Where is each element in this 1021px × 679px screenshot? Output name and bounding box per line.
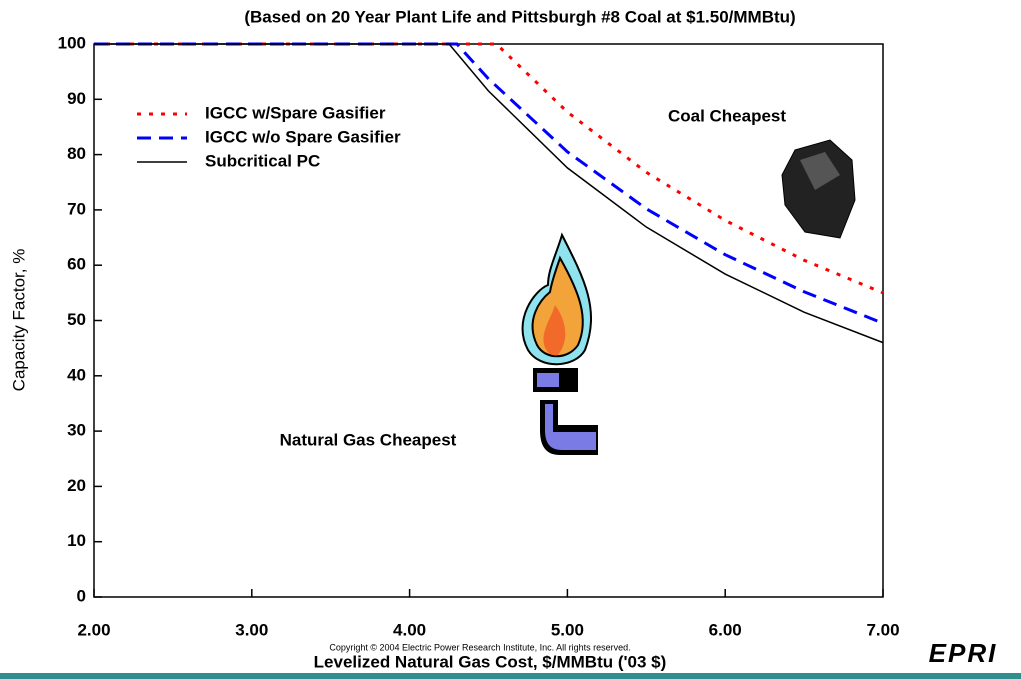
flame-icon <box>523 235 598 455</box>
copyright: Copyright © 2004 Electric Power Research… <box>329 642 630 652</box>
x-tick-label: 5.00 <box>551 620 584 639</box>
y-tick-label: 0 <box>77 586 86 605</box>
y-tick-label: 100 <box>58 33 86 52</box>
legend-label: IGCC w/o Spare Gasifier <box>205 127 401 146</box>
annotation: Coal Cheapest <box>668 106 786 125</box>
series-line <box>94 44 883 323</box>
chart: (Based on 20 Year Plant Life and Pittsbu… <box>0 0 1021 679</box>
y-tick-label: 70 <box>67 199 86 218</box>
x-axis-label: Levelized Natural Gas Cost, $/MMBtu ('03… <box>314 652 667 671</box>
y-tick-label: 10 <box>67 531 86 550</box>
y-axis-label: Capacity Factor, % <box>9 249 28 392</box>
x-tick-label: 6.00 <box>709 620 742 639</box>
chart-title: (Based on 20 Year Plant Life and Pittsbu… <box>244 7 795 26</box>
x-tick-label: 3.00 <box>235 620 268 639</box>
footer-bar <box>0 673 1021 679</box>
annotation: Natural Gas Cheapest <box>280 430 457 449</box>
y-tick-label: 60 <box>67 255 86 274</box>
y-tick-label: 20 <box>67 476 86 495</box>
y-tick-label: 80 <box>67 144 86 163</box>
y-tick-label: 40 <box>67 365 86 384</box>
y-tick-label: 30 <box>67 421 86 440</box>
legend-label: Subcritical PC <box>205 151 320 170</box>
y-tick-label: 50 <box>67 310 86 329</box>
logo: EPRI <box>929 638 998 668</box>
x-tick-label: 7.00 <box>866 620 899 639</box>
series-line <box>94 44 883 343</box>
x-tick-label: 4.00 <box>393 620 426 639</box>
x-tick-label: 2.00 <box>77 620 110 639</box>
y-tick-label: 90 <box>67 89 86 108</box>
legend-label: IGCC w/Spare Gasifier <box>205 103 386 122</box>
